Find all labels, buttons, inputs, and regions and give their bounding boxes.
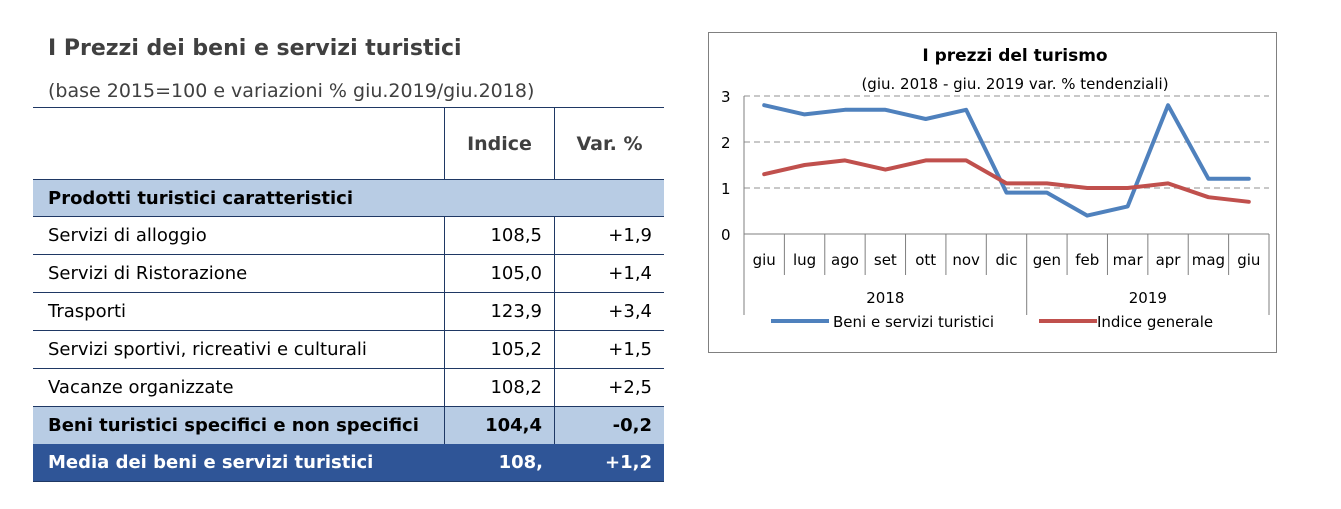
row-index: 108,5 [445, 217, 555, 254]
x-tick-label: lug [793, 251, 816, 269]
x-tick-label: giu [753, 251, 776, 269]
row-label: Servizi di alloggio [33, 217, 445, 254]
y-tick-label: 1 [721, 180, 731, 198]
x-tick-label: giu [1237, 251, 1260, 269]
row-var: +3,4 [608, 301, 652, 322]
x-tick-label: mag [1192, 251, 1225, 269]
row-var: +1,5 [608, 339, 652, 360]
x-tick-label: dic [996, 251, 1018, 269]
total-row: Media dei beni e servizi turistici 108, … [33, 444, 664, 482]
x-tick-label: nov [952, 251, 980, 269]
total-label: Media dei beni e servizi turistici [48, 452, 374, 473]
table-subtitle: (base 2015=100 e variazioni % giu.2019/g… [48, 80, 535, 102]
row-label: Servizi sportivi, ricreativi e culturali [33, 331, 445, 368]
table-row: Vacanze organizzate 108,2 +2,5 [33, 368, 664, 406]
row-index: 123,9 [445, 293, 555, 330]
chart-frame: I prezzi del turismo (giu. 2018 - giu. 2… [708, 32, 1277, 353]
x-tick-label: feb [1075, 251, 1099, 269]
chart-subtitle: (giu. 2018 - giu. 2019 var. % tendenzial… [861, 75, 1168, 93]
table-title: I Prezzi dei beni e servizi turistici [48, 36, 462, 61]
header-indice: Indice [445, 108, 555, 179]
y-tick-label: 0 [721, 226, 731, 244]
series-line-2 [762, 158, 1251, 204]
table-header-row: Indice Var. % [33, 107, 664, 179]
table-row: Servizi di alloggio 108,5 +1,9 [33, 216, 664, 254]
row-label: Vacanze organizzate [33, 369, 445, 406]
band-label: Beni turistici specifici e non specifici [33, 407, 445, 444]
legend-label: Beni e servizi turistici [833, 313, 994, 331]
total-var: +1,2 [605, 452, 652, 473]
row-var: +1,9 [608, 225, 652, 246]
row-index: 108,2 [445, 369, 555, 406]
x-tick-label: set [874, 251, 897, 269]
y-tick-label: 2 [721, 134, 731, 152]
row-var: +1,4 [608, 263, 652, 284]
category-row: Prodotti turistici caratteristici [33, 179, 664, 216]
table-row: Servizi sportivi, ricreativi e culturali… [33, 330, 664, 368]
row-var: +2,5 [608, 377, 652, 398]
series-line-1 [762, 103, 1251, 218]
x-tick-label: ago [831, 251, 859, 269]
row-label: Servizi di Ristorazione [33, 255, 445, 292]
table-row: Servizi di Ristorazione 105,0 +1,4 [33, 254, 664, 292]
x-tick-label: apr [1156, 251, 1182, 269]
header-var: Var. % [576, 132, 643, 155]
table-row: Trasporti 123,9 +3,4 [33, 292, 664, 330]
x-tick-label: gen [1033, 251, 1061, 269]
band-var: -0,2 [612, 415, 652, 436]
band-index: 104,4 [445, 407, 555, 444]
price-table: Indice Var. % Prodotti turistici caratte… [33, 107, 664, 482]
x-tick-label: ott [915, 251, 936, 269]
x-tick-label: mar [1113, 251, 1144, 269]
year-label: 2018 [866, 289, 904, 307]
row-index: 105,0 [445, 255, 555, 292]
chart-title: I prezzi del turismo [922, 46, 1107, 66]
row-label: Trasporti [33, 293, 445, 330]
band-row: Beni turistici specifici e non specifici… [33, 406, 664, 444]
year-label: 2019 [1129, 289, 1167, 307]
y-tick-label: 3 [721, 88, 731, 106]
header-empty-cell [33, 108, 445, 179]
row-index: 105,2 [445, 331, 555, 368]
line-chart: I prezzi del turismo (giu. 2018 - giu. 2… [721, 46, 1270, 331]
legend-label: Indice generale [1097, 313, 1213, 331]
total-index: 108, [498, 452, 543, 473]
category-label: Prodotti turistici caratteristici [48, 187, 354, 209]
